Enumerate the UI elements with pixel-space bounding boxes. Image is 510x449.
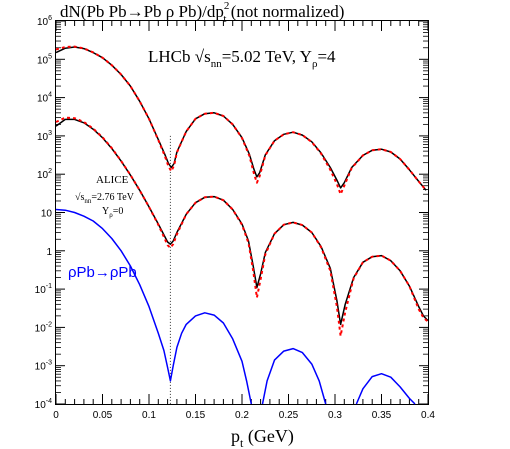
x-tick-label: 0: [53, 410, 59, 421]
x-tick-label: 0.2: [235, 410, 249, 421]
title-superscript: 2: [224, 0, 230, 12]
x-tick-label: 0.35: [372, 410, 392, 421]
x-tick-label: 0.1: [142, 410, 156, 421]
x-tick-label: 0.3: [328, 410, 342, 421]
plot-lines: [55, 45, 429, 405]
y-tick-label: 10: [41, 209, 53, 220]
y-tick-label: 10-2: [35, 321, 52, 334]
y-tick-label: 106: [37, 15, 52, 28]
y-tick-label: 10-4: [35, 398, 52, 411]
y-tick-label: 105: [37, 53, 52, 66]
y-tick-label: 102: [37, 168, 52, 181]
x-tick-label: 0.25: [279, 410, 299, 421]
series-lhcb-dashed: [55, 45, 427, 196]
y-tick-label: 1: [46, 247, 52, 258]
plot-frame: [55, 20, 429, 405]
series-lhcb-solid: [55, 46, 427, 191]
rho-pb-label: ρPb→ρPb: [68, 264, 137, 281]
x-tick-label: 0.15: [186, 410, 206, 421]
alice-energy-label: √snn=2.76 TeV: [75, 192, 135, 205]
alice-label: ALICE: [96, 174, 129, 186]
y-tick-label: 10-3: [35, 360, 52, 373]
y-tick-label: 103: [37, 130, 52, 143]
chart-title: dN(Pb Pb→Pb ρ Pb)/dp2 t (not normalized): [60, 0, 344, 25]
y-tick-label: 10-1: [35, 283, 52, 296]
x-tick-label: 0.4: [421, 410, 435, 421]
alice-rapidity-label: Yρ=0: [102, 206, 123, 219]
series-alice-dashed: [55, 116, 429, 337]
x-tick-label: 0.05: [93, 410, 113, 421]
series-rho-blue: [55, 208, 253, 405]
title-subscript: t: [223, 13, 226, 25]
x-axis-label: pt (GeV): [231, 426, 294, 449]
y-tick-label: 104: [37, 92, 52, 105]
series-rho-blue-2: [261, 347, 327, 405]
lhcb-label: LHCb √snn=5.02 TeV, Yρ=4: [148, 47, 336, 70]
series-rho-blue-3: [355, 372, 416, 405]
